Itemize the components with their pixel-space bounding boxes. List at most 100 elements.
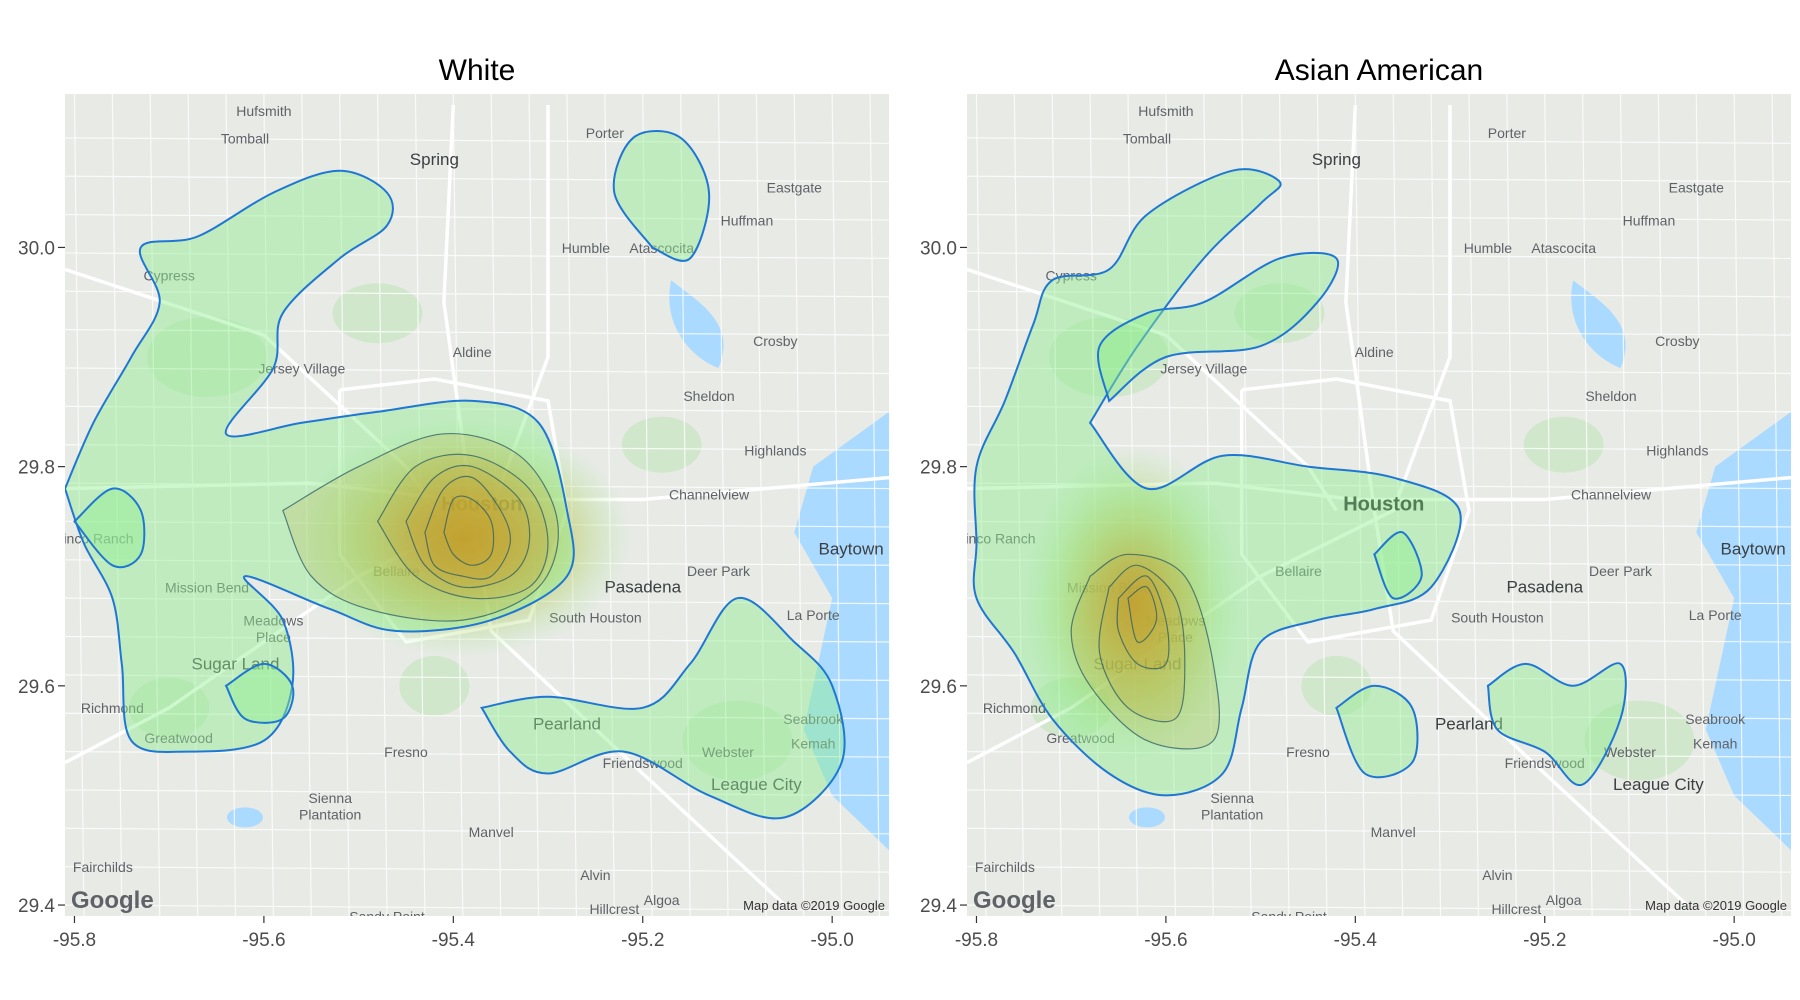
x-tick-label: -95.0 bbox=[811, 930, 854, 951]
place-label: Aldine bbox=[453, 344, 492, 360]
place-label: Webster bbox=[702, 744, 754, 760]
place-label: Houston bbox=[1343, 493, 1424, 515]
place-label: Sandy Point bbox=[1251, 908, 1327, 924]
reservoir bbox=[1128, 807, 1165, 828]
place-label: Hufsmith bbox=[236, 103, 291, 119]
highway bbox=[967, 267, 1338, 512]
street bbox=[869, 94, 881, 916]
street bbox=[149, 94, 161, 916]
street bbox=[65, 750, 889, 758]
place-label: Webster bbox=[1604, 744, 1656, 760]
park-area bbox=[332, 283, 423, 344]
street bbox=[65, 674, 889, 681]
street bbox=[680, 94, 691, 916]
highway bbox=[1239, 377, 1471, 644]
place-label: Richmond bbox=[81, 700, 144, 716]
street bbox=[65, 290, 889, 298]
highway bbox=[1344, 104, 1688, 907]
street bbox=[967, 444, 1791, 451]
place-label: Richmond bbox=[983, 700, 1046, 716]
x-tick-label: -95.2 bbox=[621, 930, 664, 951]
place-label: Sienna bbox=[308, 790, 352, 806]
density-contour bbox=[282, 432, 559, 622]
place-label: Spring bbox=[1312, 150, 1361, 169]
axes-white: -95.8 -95.6 -95.4 -95.2 -95.0 29.4 29.6 29.8 30.… bbox=[18, 238, 854, 951]
place-label: Algoa bbox=[644, 892, 680, 908]
street bbox=[793, 94, 805, 916]
street bbox=[65, 252, 889, 259]
street bbox=[65, 866, 889, 873]
density-contour bbox=[1097, 251, 1339, 403]
place-label: Plantation bbox=[1201, 807, 1263, 823]
place-label: Highlands bbox=[1646, 443, 1708, 459]
density-peak bbox=[292, 417, 633, 658]
place-label: Mission Bend bbox=[165, 580, 249, 596]
density-contour bbox=[1373, 531, 1423, 600]
density-contour bbox=[1335, 684, 1419, 779]
street bbox=[1695, 94, 1707, 916]
street bbox=[187, 94, 199, 916]
park-area bbox=[1234, 283, 1325, 344]
place-label: Porter bbox=[586, 125, 624, 141]
place-label: Hillcrest bbox=[589, 901, 639, 917]
street bbox=[1468, 94, 1480, 916]
place-label: Algoa bbox=[1546, 892, 1582, 908]
street bbox=[967, 904, 1791, 912]
place-label: Humble bbox=[562, 240, 610, 256]
street bbox=[967, 866, 1791, 873]
street bbox=[1430, 94, 1442, 916]
street bbox=[967, 329, 1791, 336]
street bbox=[263, 94, 274, 916]
street bbox=[1392, 94, 1404, 916]
axes-asian-american: -95.8 -95.6 -95.4 -95.2 -95.0 29.4 29.6 29.8 30.… bbox=[920, 238, 1756, 951]
park-area bbox=[1049, 317, 1170, 398]
density-contour bbox=[443, 495, 495, 566]
place-label: Deer Park bbox=[687, 563, 751, 579]
park-area bbox=[621, 416, 702, 473]
y-tick-label: 29.6 bbox=[18, 677, 55, 698]
density-contour bbox=[405, 464, 531, 589]
density-contour bbox=[65, 169, 575, 754]
panel-title-white: White bbox=[439, 54, 516, 87]
density-contour bbox=[612, 129, 711, 262]
density-contour bbox=[1098, 564, 1186, 723]
reservoir bbox=[226, 807, 263, 828]
place-label: Manvel bbox=[1371, 824, 1416, 840]
park-area bbox=[147, 317, 268, 398]
google-logo: Google bbox=[973, 887, 1056, 914]
place-label: Fresno bbox=[384, 744, 428, 760]
x-tick-label: -95.2 bbox=[1523, 930, 1566, 951]
density-contour bbox=[1116, 575, 1170, 670]
x-tick-label: -95.8 bbox=[53, 930, 96, 951]
street bbox=[967, 827, 1791, 835]
park-area bbox=[399, 655, 470, 716]
place-label: Place bbox=[256, 629, 291, 645]
place-label: Kemah bbox=[1693, 735, 1737, 751]
place-label: Cinco Ranch bbox=[53, 530, 133, 546]
y-tick-label: 30.0 bbox=[18, 238, 55, 259]
street bbox=[65, 213, 889, 221]
place-label: Humble bbox=[1464, 240, 1512, 256]
place-label: Crosby bbox=[1655, 333, 1699, 349]
street bbox=[225, 94, 237, 916]
place-label: Atascocita bbox=[1531, 240, 1596, 256]
street bbox=[65, 329, 889, 336]
place-label: La Porte bbox=[787, 607, 840, 623]
place-label: League City bbox=[711, 775, 802, 794]
x-tick-label: -95.4 bbox=[432, 930, 476, 951]
park-area bbox=[1584, 700, 1695, 781]
street bbox=[1506, 94, 1517, 916]
place-label: Eastgate bbox=[1669, 180, 1724, 196]
street bbox=[1354, 94, 1366, 916]
place-label: Greatwood bbox=[144, 730, 212, 746]
density-contour bbox=[224, 662, 295, 724]
street bbox=[65, 367, 889, 375]
street bbox=[967, 252, 1791, 259]
place-label: Channelview bbox=[669, 487, 750, 503]
place-label: Alvin bbox=[580, 867, 610, 883]
y-tick-label: 29.8 bbox=[18, 458, 55, 479]
place-label: Hillcrest bbox=[1491, 901, 1541, 917]
place-label: Cypress bbox=[144, 267, 195, 283]
place-label: Jersey Village bbox=[258, 360, 345, 376]
street bbox=[65, 789, 889, 797]
